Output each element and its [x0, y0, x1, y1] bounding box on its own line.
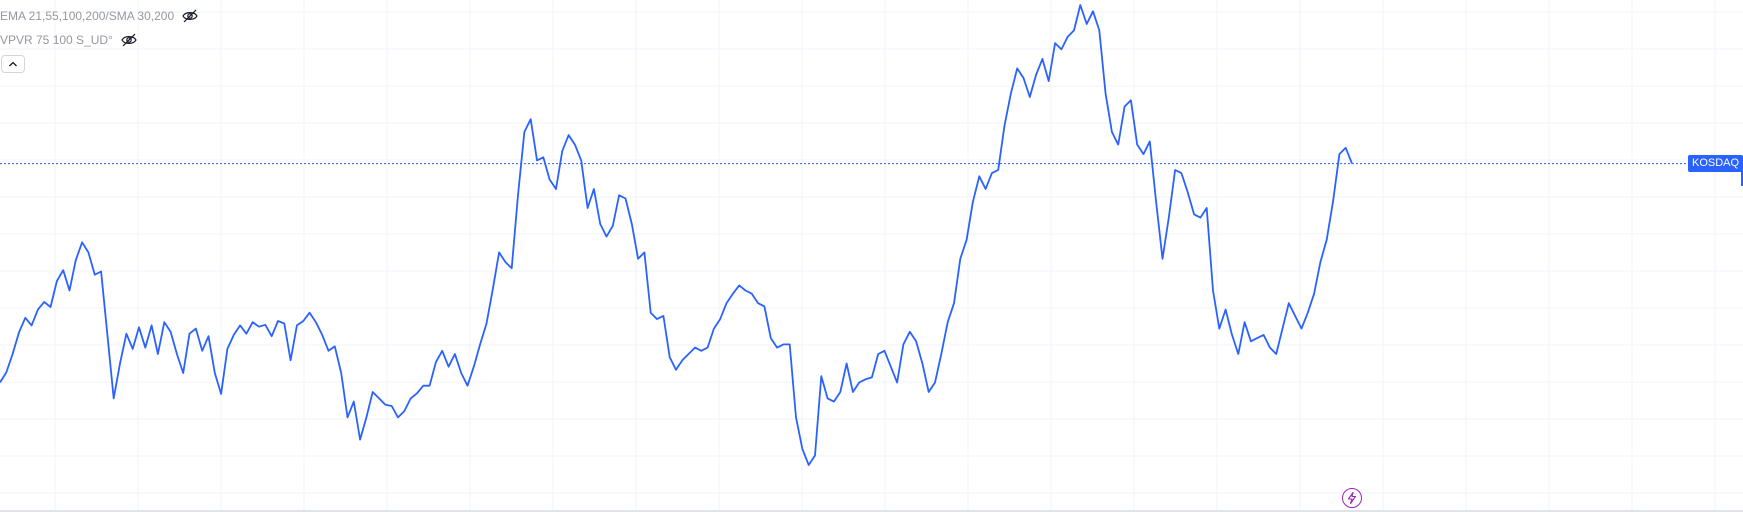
- price-series-line: [0, 4, 1353, 466]
- legend-indicator-ema-sma-label: EMA 21,55,100,200/SMA 30,200: [0, 9, 175, 23]
- price-tag-tick: [1741, 155, 1743, 186]
- eye-off-icon[interactable]: [121, 33, 137, 47]
- collapse-legend-button[interactable]: [1, 55, 25, 73]
- symbol-price-tag: KOSDAQ: [1688, 155, 1743, 173]
- legend-indicator-ema-sma[interactable]: EMA 21,55,100,200/SMA 30,200: [0, 9, 198, 23]
- legend-indicator-vpvr-label: VPVR 75 100 S_UD°: [0, 33, 113, 47]
- legend-indicator-vpvr[interactable]: VPVR 75 100 S_UD°: [0, 33, 137, 47]
- chart-bottom-border: [0, 510, 1743, 512]
- price-line-series: [0, 4, 1353, 466]
- eye-off-icon[interactable]: [182, 9, 198, 23]
- lightning-bolt-icon[interactable]: [1342, 488, 1362, 508]
- chevron-up-icon: [9, 61, 17, 67]
